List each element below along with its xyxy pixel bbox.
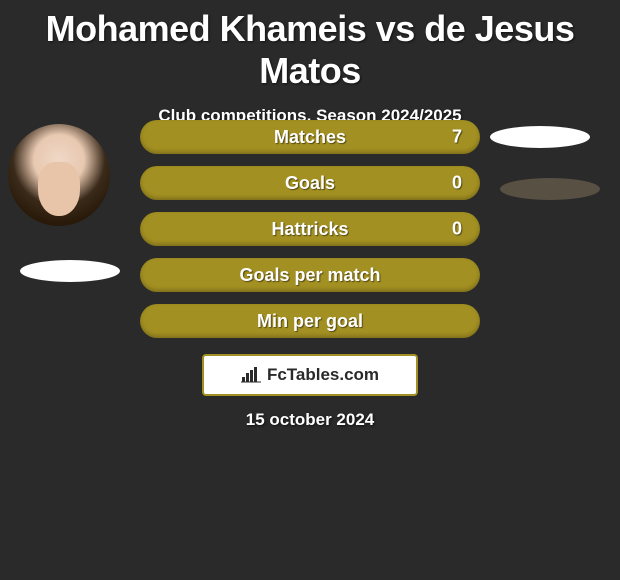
stat-row-hattricks: Hattricks 0: [140, 212, 480, 246]
date: 15 october 2024: [0, 410, 620, 430]
player-avatar-left: [8, 124, 110, 226]
stat-value: 0: [452, 173, 462, 194]
page-title: Mohamed Khameis vs de Jesus Matos: [0, 0, 620, 92]
stat-row-goals: Goals 0: [140, 166, 480, 200]
stat-value: 0: [452, 219, 462, 240]
stat-label: Goals: [285, 173, 335, 194]
stat-row-matches: Matches 7: [140, 120, 480, 154]
stat-value: 7: [452, 127, 462, 148]
stats-container: Matches 7 Goals 0 Hattricks 0 Goals per …: [140, 120, 480, 350]
stat-label: Min per goal: [257, 311, 363, 332]
bar-chart-icon: [241, 367, 261, 383]
stat-row-min-per-goal: Min per goal: [140, 304, 480, 338]
branding[interactable]: FcTables.com: [202, 354, 418, 396]
stat-row-goals-per-match: Goals per match: [140, 258, 480, 292]
avatar-face: [38, 162, 80, 216]
stat-label: Goals per match: [239, 265, 380, 286]
stat-label: Matches: [274, 127, 346, 148]
marker-right-1: [490, 126, 590, 148]
marker-left: [20, 260, 120, 282]
branding-text: FcTables.com: [267, 365, 379, 385]
stat-label: Hattricks: [271, 219, 348, 240]
marker-right-2: [500, 178, 600, 200]
